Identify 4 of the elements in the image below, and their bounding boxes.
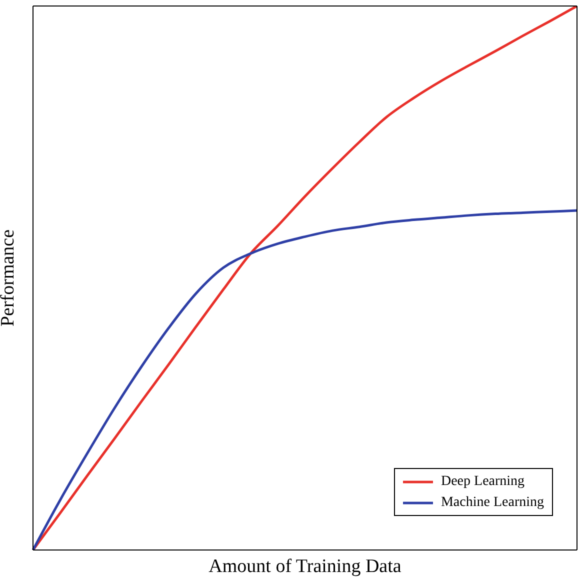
x-axis-title: Amount of Training Data: [208, 556, 402, 577]
legend-label: Machine Learning: [440, 494, 544, 512]
legend-label: Deep Learning: [440, 473, 525, 491]
y-axis-title: Performance: [0, 229, 19, 327]
